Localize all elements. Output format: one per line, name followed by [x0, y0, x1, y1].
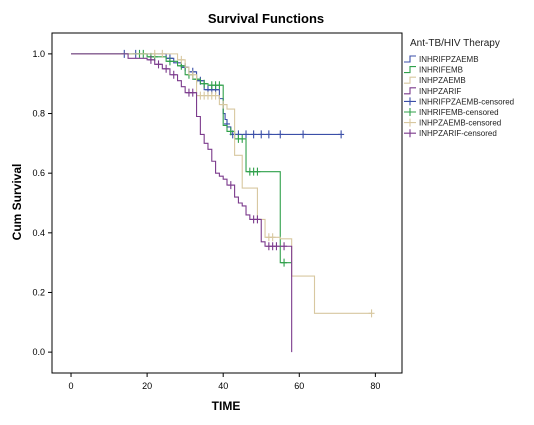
legend-label: INHPZAEMB — [419, 76, 466, 85]
censored-marker — [216, 81, 223, 90]
censored-marker — [220, 100, 227, 109]
y-tick-label: 0.4 — [32, 228, 45, 238]
legend-item: INHRIFPZAEMB-censored — [404, 97, 514, 106]
censored-marker — [178, 55, 185, 64]
legend-title: Ant-TB/HIV Therapy — [410, 38, 500, 49]
censored-marker — [300, 130, 307, 139]
legend-label: INHRIFPZAEMB-censored — [419, 97, 514, 106]
series-line-2 — [71, 53, 372, 314]
legend-swatch — [404, 55, 416, 63]
y-axis: 0.0 0.2 0.4 0.6 0.8 1.0 — [32, 49, 52, 357]
legend-label: INHPZARIF — [419, 87, 461, 96]
censored-marker — [189, 88, 196, 97]
censored-marker — [368, 309, 375, 318]
y-tick-label: 0.8 — [32, 109, 45, 119]
x-axis-title: TIME — [212, 399, 241, 413]
legend-item: INHRIFPZAEMB — [404, 55, 479, 64]
censored-marker — [227, 127, 234, 136]
censored-marker — [254, 167, 261, 176]
censored-marker — [281, 258, 288, 267]
censored-marker — [239, 134, 246, 143]
x-tick-label: 20 — [142, 381, 152, 391]
chart-title: Survival Functions — [208, 11, 324, 26]
legend-label: INHRIFEMB — [419, 66, 463, 75]
x-tick-label: 80 — [370, 381, 380, 391]
legend-swatch — [404, 87, 416, 95]
legend-item: INHPZAEMB-censored — [404, 119, 501, 128]
legend-label: INHPZARIF-censored — [419, 129, 497, 138]
censored-marker — [277, 130, 284, 139]
legend: Ant-TB/HIV Therapy INHRIFPZAEMB INHRIFEMB… — [404, 38, 514, 138]
legend-swatch — [404, 118, 416, 127]
censored-marker — [273, 242, 280, 251]
x-axis: 0 20 40 60 80 — [69, 373, 380, 391]
y-tick-label: 1.0 — [32, 49, 45, 59]
censored-marker — [201, 79, 208, 88]
censored-marker — [189, 70, 196, 79]
legend-label: INHPZAEMB-censored — [419, 119, 501, 128]
legend-item: INHPZAEMB — [404, 76, 466, 85]
y-tick-label: 0.0 — [32, 347, 45, 357]
y-tick-label: 0.6 — [32, 168, 45, 178]
x-tick-label: 40 — [218, 381, 228, 391]
legend-swatch — [404, 97, 416, 106]
censored-marker — [151, 49, 158, 58]
legend-swatch — [404, 66, 416, 74]
legend-item: INHRIFEMB — [404, 66, 463, 75]
censored-marker — [147, 55, 154, 64]
censored-marker — [265, 130, 272, 139]
legend-swatch — [404, 129, 416, 138]
censored-marker — [250, 130, 257, 139]
censored-marker — [243, 130, 250, 139]
censored-marker — [254, 215, 261, 224]
legend-swatch — [404, 76, 416, 84]
plot-area — [51, 32, 403, 374]
censored-marker — [170, 70, 177, 79]
legend-swatch — [404, 108, 416, 116]
censored-marker — [212, 91, 219, 100]
y-axis-title: Cum Survival — [10, 164, 24, 241]
legend-label: INHRIFEMB-censored — [419, 108, 499, 117]
censored-marker — [258, 130, 265, 139]
legend-item: INHPZARIF — [404, 87, 461, 96]
censored-marker — [159, 49, 166, 58]
legend-item: INHRIFEMB-censored — [404, 108, 499, 117]
legend-label: INHRIFPZAEMB — [419, 55, 479, 64]
censored-marker — [269, 233, 276, 242]
x-tick-label: 0 — [69, 381, 74, 391]
censored-marker — [155, 60, 162, 69]
y-tick-label: 0.2 — [32, 287, 45, 297]
censored-marker — [163, 64, 170, 73]
series-layer — [71, 49, 375, 353]
x-tick-label: 60 — [294, 381, 304, 391]
censored-marker — [281, 242, 288, 251]
censored-marker — [227, 181, 234, 190]
censored-marker — [338, 130, 345, 139]
censored-marker — [166, 57, 173, 66]
legend-item: INHPZARIF-censored — [404, 129, 497, 138]
